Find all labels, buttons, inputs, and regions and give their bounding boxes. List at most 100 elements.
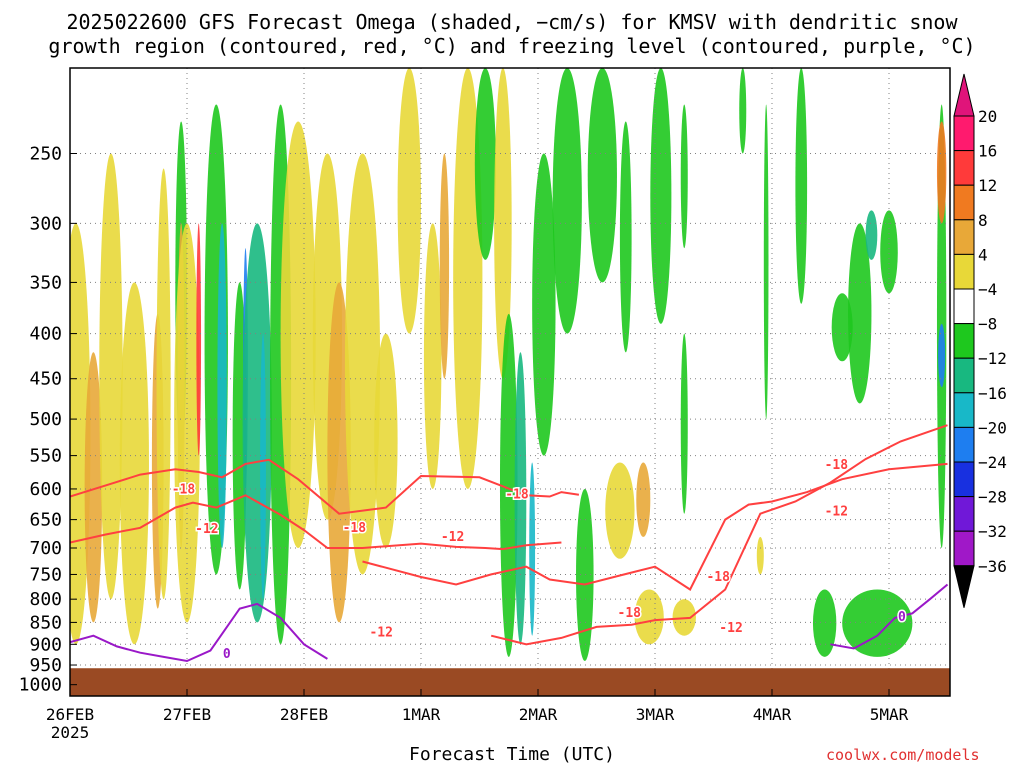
omega-blob-14: [242, 223, 272, 623]
y-tick-label-500: 500: [29, 409, 62, 430]
omega-blob-9: [196, 223, 202, 456]
omega-blob-41: [795, 68, 808, 304]
omega-blob-40: [763, 104, 769, 420]
colorbar-label-8: −16: [978, 384, 1007, 403]
y-tick-label-750: 750: [29, 564, 62, 585]
x-year-label: 2025: [51, 723, 90, 742]
x-tick-label-0: 26FEB: [46, 705, 94, 724]
contour-label-12: 0: [898, 610, 906, 625]
x-tick-label-1: 27FEB: [163, 705, 211, 724]
omega-blob-52: [812, 589, 837, 657]
omega-blob-34: [587, 68, 617, 283]
y-tick-label-300: 300: [29, 213, 62, 234]
contour-labels: -18 -12 0 -18 -12 -12 -18 -18 -18 -12 -18 -12 0: [170, 457, 907, 664]
colorbar-label-5: −4: [978, 280, 997, 299]
contour-dgz-minus18-upper: [70, 458, 580, 515]
contour-label-0: -18: [172, 483, 196, 498]
y-axis: 2503003504004505005506006507007508008509…: [19, 143, 77, 696]
y-tick-label-600: 600: [29, 479, 62, 500]
colorbar-bin-10: [953, 461, 975, 498]
colorbar-bin-4: [953, 253, 975, 290]
omega-blob-31: [532, 153, 556, 456]
omega-blob-39: [739, 68, 747, 154]
contour-dgz-minus12-upper: [70, 494, 562, 551]
omega-blob-30: [529, 462, 536, 636]
colorbar-top-arrow: [953, 73, 975, 117]
omega-blob-2: [99, 153, 123, 600]
omega-blob-33: [576, 488, 594, 661]
y-tick-label-650: 650: [29, 510, 62, 531]
y-tick-label-900: 900: [29, 634, 62, 655]
contour-label-8: -18: [706, 570, 730, 585]
y-tick-label-250: 250: [29, 143, 62, 164]
omega-blob-48: [848, 223, 872, 404]
omega-blob-24: [439, 153, 450, 379]
x-tick-label-7: 5MAR: [870, 705, 909, 724]
y-tick-label-350: 350: [29, 272, 62, 293]
x-tick-label-4: 2MAR: [519, 705, 558, 724]
colorbar-label-6: −8: [978, 315, 997, 334]
omega-blob-15: [260, 333, 266, 600]
colorbar-label-12: −32: [978, 522, 1007, 541]
omega-blob-23: [423, 223, 442, 489]
colorbar-label-3: 8: [978, 211, 988, 230]
colorbar-label-13: −36: [978, 557, 1007, 576]
omega-shading: [70, 68, 947, 661]
omega-blob-1: [84, 352, 103, 623]
omega-blob-5: [156, 168, 171, 600]
colorbar: 20 16 12 8 4 −4 −8 −12 −16 −20 −24 −28 −32 −36: [953, 73, 1007, 608]
colorbar-label-7: −12: [978, 349, 1007, 368]
x-axis-label: Forecast Time (UTC): [409, 744, 615, 765]
omega-blob-43: [636, 462, 651, 537]
x-tick-label-2: 28FEB: [280, 705, 328, 724]
y-tick-label-550: 550: [29, 446, 62, 467]
y-tick-label-450: 450: [29, 369, 62, 390]
y-tick-label-950: 950: [29, 655, 62, 676]
omega-blob-21: [374, 333, 398, 549]
site-credit: coolwx.com/models: [826, 746, 980, 764]
omega-blob-46: [756, 536, 764, 575]
colorbar-label-11: −28: [978, 488, 1007, 507]
colorbar-bin-1: [953, 150, 975, 186]
y-tick-label-850: 850: [29, 612, 62, 633]
omega-blob-8: [174, 223, 200, 623]
omega-blob-11: [217, 223, 227, 549]
omega-blob-17: [280, 121, 316, 549]
contour-dgz-minus12-lower: [490, 424, 948, 646]
contour-label-2: 0: [223, 647, 231, 662]
x-tick-label-5: 3MAR: [636, 705, 675, 724]
omega-blob-49: [865, 210, 878, 260]
colorbar-label-1: 16: [978, 142, 997, 161]
colorbar-label-2: 12: [978, 176, 997, 195]
omega-blob-55: [938, 323, 946, 388]
colorbar-label-9: −20: [978, 418, 1007, 437]
y-tick-label-700: 700: [29, 538, 62, 559]
contour-label-10: -18: [825, 458, 849, 473]
x-axis: 26FEB 27FEB 28FEB 1MAR 2MAR 3MAR 4MAR 5MAR 2025: [46, 689, 909, 742]
contour-label-3: -18: [343, 521, 367, 536]
colorbar-bin-6: [953, 323, 975, 359]
omega-blob-54: [936, 121, 947, 224]
omega-blob-12: [232, 282, 247, 590]
contour-label-9: -12: [719, 621, 742, 636]
omega-blob-35: [619, 121, 632, 353]
colorbar-label-4: 4: [978, 245, 988, 264]
y-tick-label-400: 400: [29, 324, 62, 345]
contour-lines: [70, 424, 949, 663]
omega-blob-32: [552, 68, 582, 334]
omega-blob-27: [494, 68, 512, 379]
omega-blob-38: [680, 333, 688, 514]
omega-blob-51: [842, 589, 913, 657]
colorbar-bin-0: [953, 115, 975, 152]
colorbar-bin-12: [953, 530, 975, 567]
ground-fill: [70, 668, 950, 696]
contour-label-7: -18: [618, 606, 642, 621]
contour-label-11: -12: [825, 504, 848, 519]
omega-blob-36: [650, 68, 672, 324]
omega-blob-20: [344, 153, 381, 575]
plot-frame: [69, 67, 951, 697]
omega-blob-47: [831, 293, 853, 362]
omega-blob-42: [605, 462, 635, 559]
contour-freezing-0-left: [70, 602, 328, 663]
omega-blob-19: [327, 282, 351, 623]
